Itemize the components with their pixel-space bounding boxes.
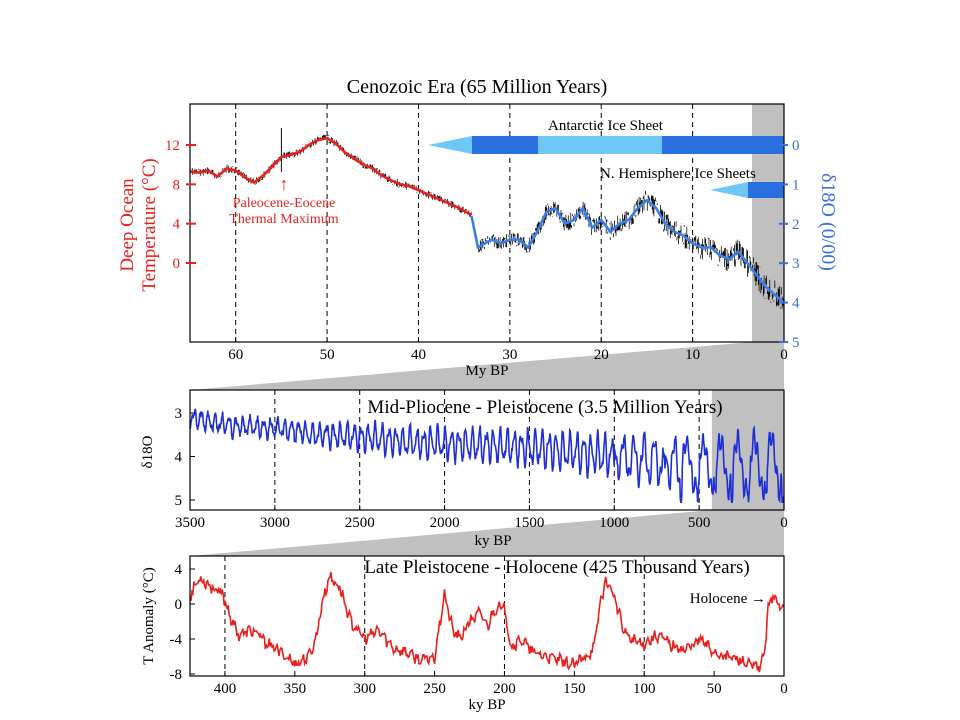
x-tick-label: 50 — [320, 347, 335, 363]
chart-title: Cenozoic Era (65 Million Years) — [347, 76, 608, 98]
series-group — [189, 571, 785, 673]
y-tick-label-right: 3 — [792, 256, 800, 272]
x-tick-label: 3500 — [175, 515, 205, 531]
y-tick-label: -8 — [170, 667, 183, 683]
y-axis-label-line1: Deep Ocean — [117, 178, 138, 272]
y-tick-label-left: 12 — [165, 138, 180, 154]
ice-label-antarctic: Antarctic Ice Sheet — [548, 118, 664, 134]
y-axis-label: δ18O — [140, 435, 156, 468]
y-tick-label: 0 — [175, 597, 183, 613]
x-axis-label: My BP — [466, 363, 509, 379]
x-tick-label: 30 — [502, 347, 517, 363]
tick-marks: 3500 3000 2500 2000 1500 1000 500 0 3 4 5 — [175, 406, 788, 531]
x-tick-label: 500 — [688, 515, 711, 531]
x-tick-label: 400 — [214, 681, 237, 697]
x-tick-label: 0 — [780, 681, 788, 697]
ice-bar-antarctic-light — [538, 136, 662, 154]
x-tick-label: 350 — [284, 681, 307, 697]
x-tick-label: 10 — [685, 347, 700, 363]
series-group — [189, 128, 785, 311]
y-tick-label-right: 0 — [792, 138, 800, 154]
x-tick-label: 50 — [707, 681, 722, 697]
series-line-temperature — [189, 571, 785, 673]
zoom-connector-2 — [190, 510, 784, 556]
holocene-panel: 400 350 300 250 200 150 100 50 0 4 0 -4 -8 Late Plei… — [141, 555, 788, 713]
plot-frame — [189, 555, 785, 677]
x-tick-label: 0 — [780, 347, 788, 363]
y-axis-label: T Anomaly (°C) — [141, 567, 157, 664]
x-axis-label: ky BP — [474, 533, 511, 549]
y-tick-label: 5 — [175, 493, 183, 509]
y-tick-label-left: 4 — [173, 217, 181, 233]
petm-arrow-icon: ↑ — [280, 174, 289, 194]
gridlines — [224, 556, 645, 676]
ice-label-nh: N. Hemisphere Ice Sheets — [600, 166, 756, 182]
ice-bar-taper — [428, 136, 472, 154]
ice-bar-taper — [710, 182, 748, 198]
x-tick-label: 250 — [423, 681, 446, 697]
x-tick-label: 40 — [411, 347, 426, 363]
y-tick-label-left: 8 — [173, 177, 181, 193]
series-line-d18o — [189, 408, 785, 504]
y-tick-label-right: 4 — [792, 296, 800, 312]
holocene-annotation: Holocene → — [690, 591, 766, 607]
y-tick-label-right: 5 — [792, 335, 800, 351]
x-tick-label: 150 — [563, 681, 586, 697]
x-tick-label: 0 — [780, 515, 788, 531]
x-tick-label: 1000 — [599, 515, 629, 531]
x-tick-label: 200 — [493, 681, 516, 697]
x-tick-label: 2000 — [430, 515, 460, 531]
x-tick-label: 300 — [353, 681, 376, 697]
right-axis-label: δ18O (0/00) — [817, 173, 839, 271]
y-tick-label-right: 1 — [792, 177, 800, 193]
y-tick-label: -4 — [170, 632, 183, 648]
chart-title: Late Pleistocene - Holocene (425 Thousan… — [364, 557, 749, 578]
zoom-connector-1 — [190, 342, 784, 390]
ice-sheet-bars — [428, 136, 784, 198]
series-line-temperature — [189, 136, 473, 216]
y-tick-label: 3 — [175, 406, 183, 422]
y-tick-label: 4 — [175, 450, 183, 466]
x-tick-label: 1500 — [514, 515, 544, 531]
petm-annotation-line1: Paleocene-Eocene — [233, 196, 336, 211]
series-group — [189, 408, 785, 504]
y-tick-label-right: 2 — [792, 217, 800, 233]
x-tick-label: 3000 — [260, 515, 290, 531]
plot-frame — [189, 389, 785, 511]
x-tick-label: 100 — [633, 681, 656, 697]
petm-annotation-line2: Thermal Maximum — [229, 212, 338, 227]
chart-title: Mid-Pliocene - Pleistocene (3.5 Million … — [367, 397, 722, 418]
x-tick-label: 60 — [228, 347, 243, 363]
y-tick-label: 4 — [175, 562, 183, 578]
y-axis-label-line2: Temperature (°C) — [139, 158, 160, 291]
x-tick-label: 2500 — [345, 515, 375, 531]
ice-bar-nh — [748, 182, 784, 198]
x-axis-label: ky BP — [468, 697, 505, 713]
pliocene-panel: 3500 3000 2500 2000 1500 1000 500 0 3 4 5 Mid-Plio… — [140, 389, 788, 549]
series-line-d18o — [470, 198, 785, 304]
x-tick-label: 20 — [594, 347, 609, 363]
tick-marks: 400 350 300 250 200 150 100 50 0 4 0 -4 -8 — [170, 562, 788, 697]
y-tick-label-left: 0 — [173, 256, 181, 272]
